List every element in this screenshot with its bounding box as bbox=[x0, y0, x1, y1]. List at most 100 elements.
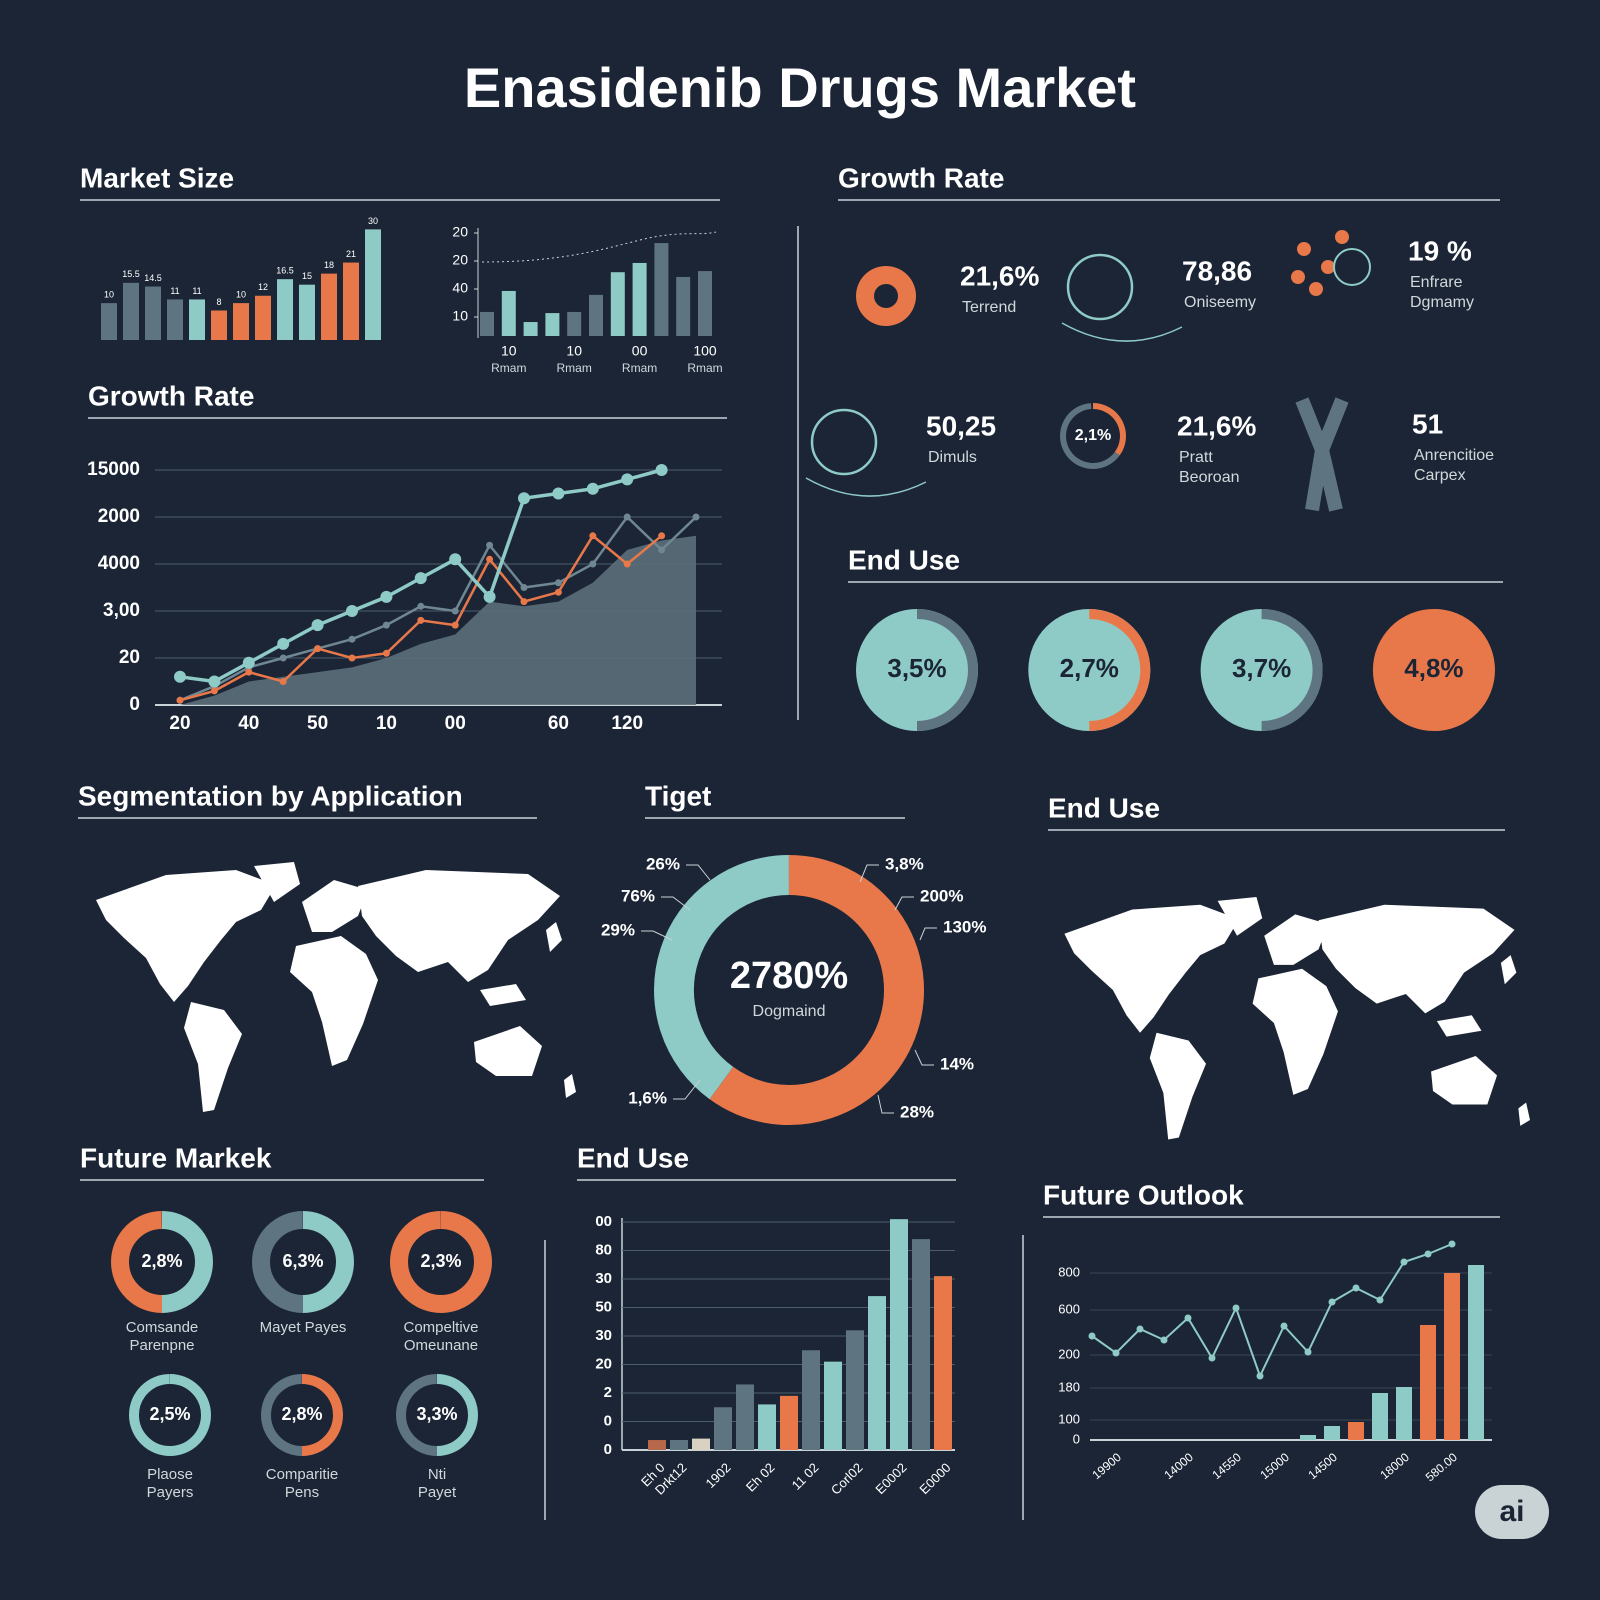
mini-donut-arc bbox=[110, 1211, 163, 1314]
x-tick-label: 20 bbox=[169, 713, 190, 734]
bar bbox=[321, 273, 337, 340]
point bbox=[346, 605, 358, 617]
ring-arc bbox=[916, 609, 978, 731]
bar-value-label: 14.5 bbox=[144, 273, 162, 283]
y-tick-label: 2000 bbox=[98, 506, 140, 527]
mini-donut-value: 2,3% bbox=[420, 1251, 461, 1271]
point bbox=[586, 482, 599, 495]
bar bbox=[648, 1440, 666, 1450]
mini-donut-arc bbox=[440, 1211, 492, 1313]
point bbox=[1400, 1258, 1408, 1266]
point bbox=[380, 590, 393, 603]
badge: ai bbox=[1499, 1495, 1524, 1528]
y-tick-label: 0 bbox=[1073, 1431, 1080, 1446]
stat-value: 78,86 bbox=[1182, 255, 1252, 286]
x-tick-label: 120 bbox=[611, 713, 643, 734]
bar bbox=[480, 311, 494, 336]
y-tick-label: 30 bbox=[595, 1270, 612, 1287]
point bbox=[414, 572, 427, 585]
bar bbox=[233, 303, 249, 340]
badge-bg bbox=[1475, 1485, 1549, 1539]
stat-badge: 2,1% bbox=[1075, 427, 1111, 444]
bar bbox=[545, 313, 560, 336]
section-heading: Future Outlook bbox=[1043, 1179, 1244, 1210]
x-tick-label: 00 bbox=[632, 343, 648, 359]
section-heading: End Use bbox=[848, 544, 960, 575]
section-heading: End Use bbox=[1048, 792, 1160, 823]
callout-leader bbox=[877, 1094, 894, 1114]
y-tick-label: 30 bbox=[595, 1327, 612, 1344]
ring-fill bbox=[1028, 609, 1151, 731]
mini-donut-label: Mayet Payes bbox=[260, 1319, 347, 1336]
x-tick-label: 10 bbox=[376, 713, 397, 734]
point bbox=[208, 675, 221, 688]
bar bbox=[167, 299, 183, 340]
stat-value: 21,6% bbox=[960, 260, 1039, 291]
y-tick-label: 20 bbox=[452, 224, 468, 240]
callout-label: 14% bbox=[940, 1054, 974, 1073]
mini-donut-label: Plaose bbox=[147, 1466, 193, 1483]
point bbox=[1448, 1240, 1456, 1248]
callout-leader bbox=[894, 896, 914, 911]
point bbox=[623, 513, 631, 521]
bar-value-label: 30 bbox=[368, 216, 378, 226]
y-tick-label: 00 bbox=[595, 1213, 612, 1230]
section-heading: End Use bbox=[577, 1142, 689, 1173]
bar bbox=[824, 1361, 842, 1450]
bar bbox=[255, 295, 271, 340]
mini-donut-value: 6,3% bbox=[282, 1251, 323, 1271]
bar bbox=[692, 1438, 710, 1450]
point bbox=[1256, 1372, 1264, 1380]
point bbox=[1376, 1296, 1384, 1304]
bar-value-label: 15 bbox=[302, 271, 312, 281]
bar bbox=[1468, 1265, 1484, 1440]
callout-label: 1,6% bbox=[628, 1088, 667, 1107]
point bbox=[1304, 1348, 1312, 1356]
mini-donut-arc bbox=[395, 1374, 438, 1457]
ring-fill bbox=[856, 609, 978, 731]
bar bbox=[846, 1330, 864, 1450]
x-tick-sublabel: Rmam bbox=[557, 361, 592, 375]
stat-label: Pratt bbox=[1179, 449, 1213, 466]
bar bbox=[912, 1239, 930, 1450]
point bbox=[554, 588, 562, 596]
ring-value: 3,5% bbox=[887, 653, 946, 683]
mini-donut-value: 3,3% bbox=[416, 1404, 457, 1424]
point bbox=[451, 621, 459, 629]
ring-value: 3,7% bbox=[1232, 653, 1291, 683]
bar-value-label: 11 bbox=[170, 286, 179, 296]
point bbox=[348, 635, 356, 643]
mini-donut-arc bbox=[389, 1211, 442, 1314]
stat-label: Anrencitioe bbox=[1414, 447, 1494, 464]
bar bbox=[101, 303, 117, 340]
y-tick-label: 0 bbox=[604, 1412, 612, 1429]
x-tick-sublabel: Rmam bbox=[491, 361, 526, 375]
stat-icon bbox=[1061, 322, 1183, 342]
y-tick-label: 2 bbox=[604, 1384, 612, 1401]
bar bbox=[365, 229, 381, 340]
donut-segment bbox=[654, 855, 790, 1100]
callout-leader bbox=[641, 930, 673, 941]
point bbox=[518, 492, 530, 505]
donut-center-label: Dogmaind bbox=[753, 1003, 826, 1020]
stat-icon bbox=[1060, 403, 1120, 469]
x-tick-label: 100 bbox=[693, 343, 717, 359]
section-heading: Future Markek bbox=[80, 1142, 272, 1173]
bar bbox=[567, 311, 582, 336]
bar bbox=[523, 322, 538, 336]
point bbox=[417, 602, 425, 610]
bar-value-label: 8 bbox=[216, 297, 221, 307]
mini-donut-arc bbox=[169, 1374, 211, 1456]
point bbox=[552, 487, 565, 500]
bar bbox=[802, 1350, 820, 1450]
y-tick-label: 0 bbox=[604, 1441, 612, 1458]
y-tick-label: 80 bbox=[595, 1241, 612, 1258]
y-tick-label: 800 bbox=[1058, 1264, 1080, 1279]
y-tick-label: 4000 bbox=[98, 553, 140, 574]
point bbox=[1160, 1336, 1168, 1344]
bar bbox=[1348, 1422, 1364, 1440]
callout-leader bbox=[919, 927, 937, 941]
bar-value-label: 21 bbox=[346, 249, 356, 259]
stat-icon bbox=[1321, 260, 1335, 274]
ring-fill bbox=[1372, 609, 1495, 731]
